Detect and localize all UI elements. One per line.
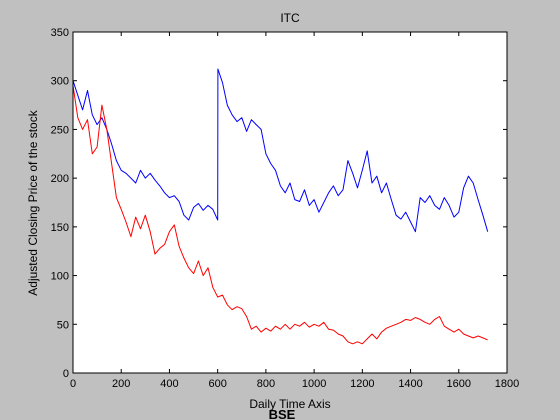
- x-tick-label: 1800: [495, 378, 519, 390]
- x-tick-label: 200: [112, 378, 130, 390]
- x-tick-label: 1400: [398, 378, 422, 390]
- chart-title: ITC: [280, 11, 300, 25]
- y-tick-label: 150: [51, 222, 69, 234]
- x-axis-label: Daily Time Axis: [249, 397, 330, 411]
- x-tick-label: 600: [208, 378, 226, 390]
- y-tick-label: 250: [51, 124, 69, 136]
- series-line-1: [72, 68, 489, 233]
- x-tick-label: 1600: [447, 378, 471, 390]
- y-tick-label: 0: [63, 368, 69, 380]
- y-axis: 0 50 100 150 200 250 300 350: [51, 27, 507, 380]
- x-tick-label: 1000: [302, 378, 326, 390]
- axes-frame: [72, 31, 508, 374]
- y-tick-label: 300: [51, 76, 69, 88]
- x-tick-label: 1200: [350, 378, 374, 390]
- x-tick-label: 800: [257, 378, 275, 390]
- x-axis: 0 200 400 600 800 1000 1200 1400 1600 1800: [70, 32, 519, 390]
- y-tick-label: 50: [57, 319, 69, 331]
- x-tick-label: 0: [70, 378, 76, 390]
- y-axis-label: Adjusted Closing Price of the stock: [26, 109, 40, 295]
- plot-area: [72, 68, 489, 345]
- axes-background: [73, 32, 507, 373]
- y-tick-label: 350: [51, 27, 69, 39]
- y-tick-label: 100: [51, 271, 69, 283]
- x-tick-label: 400: [160, 378, 178, 390]
- series-line-2: [72, 85, 488, 345]
- y-tick-label: 200: [51, 173, 69, 185]
- bse-caption: BSE: [269, 407, 296, 420]
